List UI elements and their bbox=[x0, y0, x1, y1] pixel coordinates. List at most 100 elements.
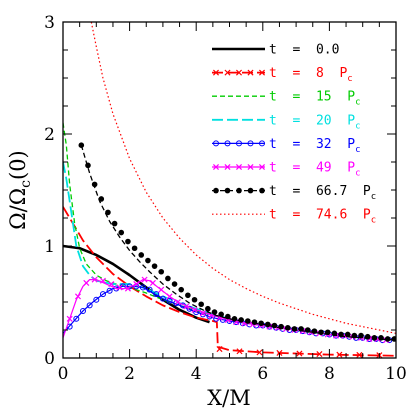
data-point bbox=[296, 350, 303, 357]
legend-label-sub: c bbox=[371, 192, 376, 202]
data-point bbox=[108, 281, 115, 288]
legend-item-7: t = 66.7 Pc bbox=[212, 184, 376, 202]
data-point bbox=[311, 328, 318, 334]
data-point bbox=[225, 313, 231, 320]
legend-label-sub: c bbox=[371, 216, 376, 226]
data-point bbox=[191, 306, 198, 313]
legend-marker bbox=[224, 163, 231, 171]
legend-marker bbox=[259, 187, 265, 194]
data-point bbox=[146, 286, 153, 293]
data-point bbox=[199, 310, 206, 317]
data-point bbox=[378, 335, 384, 341]
data-point bbox=[158, 268, 165, 275]
y-axis-label-main: Ω/Ω bbox=[6, 188, 30, 230]
legend-item-6: t = 49 Pc bbox=[212, 161, 361, 179]
data-point bbox=[276, 349, 283, 356]
data-point bbox=[256, 349, 263, 356]
legend-marker bbox=[235, 163, 243, 171]
data-point bbox=[264, 321, 271, 328]
legend-item-2: t = 8 Pc bbox=[212, 66, 353, 84]
data-point bbox=[183, 303, 190, 310]
legend-label-main: t = 32 P bbox=[269, 137, 355, 152]
legend-item-3: t = 15 Pc bbox=[212, 90, 361, 108]
data-point bbox=[124, 285, 131, 292]
y-tick-label: 2 bbox=[44, 125, 55, 145]
x-tick-label: 4 bbox=[191, 364, 202, 384]
data-point bbox=[344, 331, 351, 338]
legend-marker bbox=[213, 140, 219, 147]
legend-label: t = 66.7 Pc bbox=[269, 184, 376, 202]
legend-marker bbox=[236, 140, 242, 147]
data-point bbox=[153, 291, 160, 298]
data-point bbox=[91, 276, 98, 283]
legend-label-sub: c bbox=[355, 98, 360, 108]
x-tick-label: 0 bbox=[58, 364, 69, 384]
data-point bbox=[86, 302, 93, 309]
data-point bbox=[79, 307, 86, 314]
data-point bbox=[298, 326, 304, 332]
data-point bbox=[166, 297, 173, 304]
series-line bbox=[63, 122, 396, 341]
y-tick-label: 0 bbox=[44, 349, 55, 369]
data-point bbox=[236, 348, 243, 355]
x-tick-label: 2 bbox=[124, 364, 135, 384]
legend-marker bbox=[236, 187, 242, 194]
legend-item-8: t = 74.6 Pc bbox=[212, 208, 376, 226]
data-point bbox=[66, 315, 73, 322]
data-point bbox=[178, 286, 185, 293]
legend-marker bbox=[212, 69, 220, 76]
data-point bbox=[284, 324, 291, 331]
series-7 bbox=[78, 142, 396, 342]
data-point bbox=[384, 336, 391, 342]
data-point bbox=[251, 319, 258, 325]
data-point bbox=[158, 286, 165, 293]
series-8 bbox=[90, 22, 396, 334]
series-line bbox=[63, 244, 210, 324]
data-point bbox=[205, 305, 211, 312]
data-point bbox=[336, 351, 343, 358]
data-point bbox=[116, 284, 123, 291]
data-point bbox=[83, 279, 90, 286]
legend-label-main: t = 66.7 P bbox=[269, 184, 371, 199]
series-line bbox=[90, 22, 396, 334]
data-point bbox=[74, 293, 82, 300]
data-point bbox=[238, 317, 244, 323]
data-point bbox=[291, 326, 298, 332]
legend-label: t = 0.0 bbox=[269, 43, 339, 58]
x-tick-label: 8 bbox=[324, 364, 335, 384]
data-point bbox=[105, 209, 111, 216]
legend-marker bbox=[213, 187, 219, 194]
data-point bbox=[318, 329, 324, 336]
data-point bbox=[324, 329, 331, 336]
data-point bbox=[316, 351, 323, 358]
series-line bbox=[63, 285, 396, 341]
legend-label-main: t = 0.0 bbox=[269, 43, 339, 58]
data-point bbox=[106, 287, 113, 294]
legend-label-main: t = 74.6 P bbox=[269, 208, 371, 223]
y-axis-label: Ω/Ωc(0) bbox=[6, 150, 34, 230]
data-point bbox=[351, 332, 358, 339]
legend-item-5: t = 32 Pc bbox=[212, 137, 361, 155]
data-point bbox=[331, 330, 338, 337]
data-point bbox=[133, 281, 140, 288]
data-point bbox=[278, 323, 284, 330]
series-line bbox=[80, 145, 396, 341]
series-1 bbox=[63, 244, 210, 324]
plot-frame bbox=[62, 21, 397, 359]
legend-item-1: t = 0.0 bbox=[212, 43, 339, 58]
legend-label-sub: c bbox=[355, 121, 360, 131]
data-point bbox=[245, 318, 251, 324]
legend-marker bbox=[224, 140, 231, 147]
legend-label-main: t = 8 P bbox=[269, 66, 347, 81]
data-point bbox=[78, 142, 85, 148]
legend: t = 0.0t = 8 Pct = 15 Pct = 20 Pct = 32 … bbox=[212, 43, 376, 226]
legend-marker bbox=[212, 163, 220, 171]
legend-label-main: t = 49 P bbox=[269, 161, 355, 176]
data-point bbox=[218, 311, 224, 318]
legend-marker bbox=[247, 163, 254, 171]
legend-label: t = 20 Pc bbox=[269, 113, 361, 131]
data-point bbox=[111, 220, 118, 227]
series-layer bbox=[63, 22, 396, 358]
data-point bbox=[85, 162, 91, 169]
data-point bbox=[191, 296, 198, 303]
